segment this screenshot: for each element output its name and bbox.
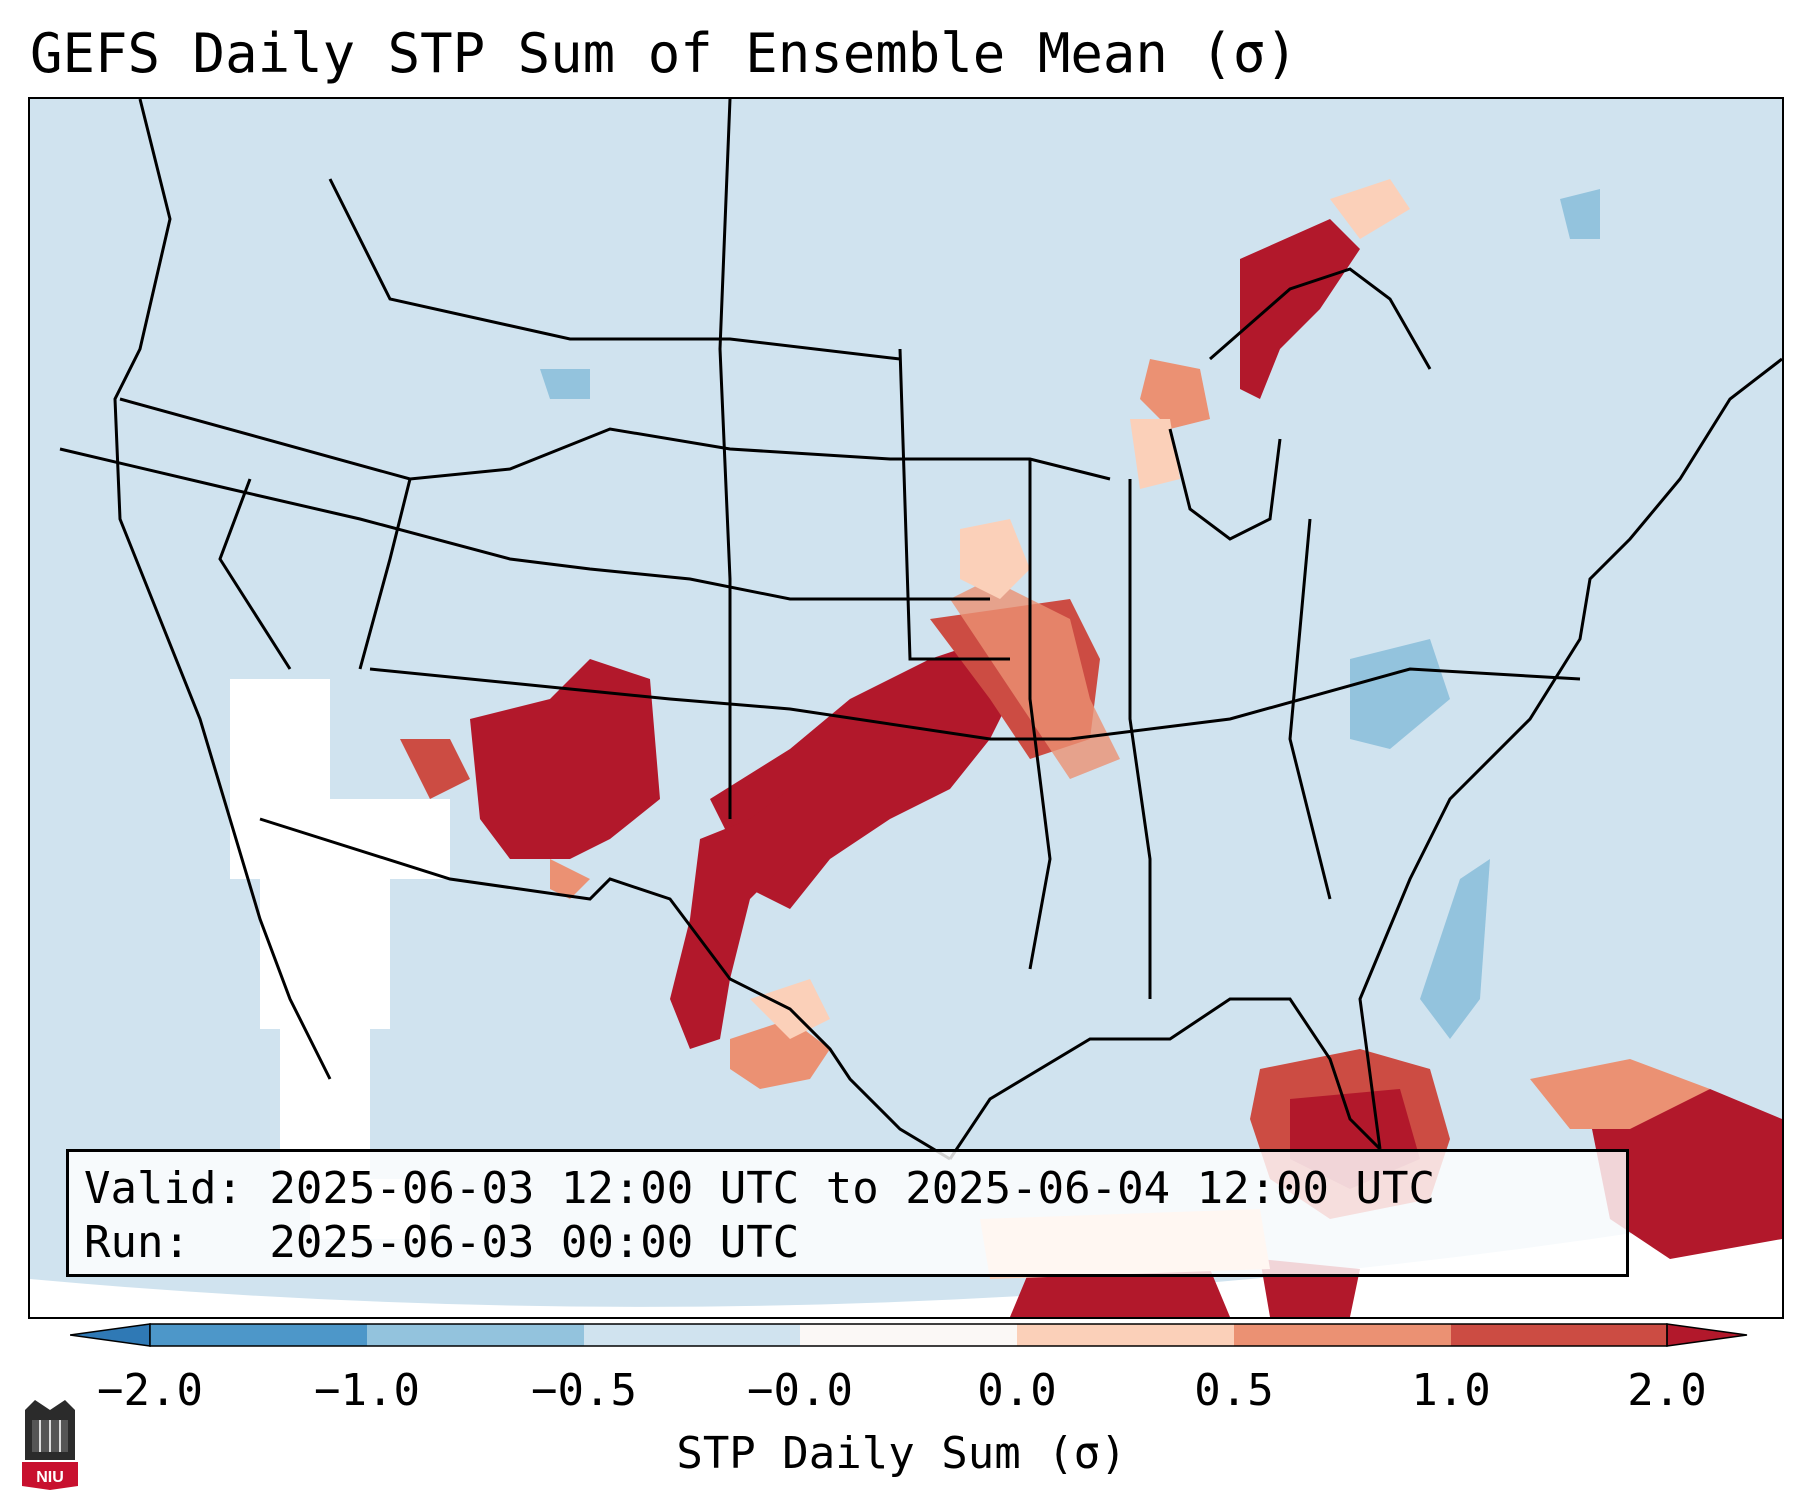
colorbar-tick-label: 0.5 — [1194, 1365, 1274, 1416]
niu-logo-text: NIU — [36, 1469, 64, 1486]
colorbar-tick-label: 1.0 — [1411, 1365, 1491, 1416]
colorbar-segment-2 — [367, 1324, 584, 1346]
map-panel — [28, 97, 1784, 1319]
colorbar-tick-label: 0.0 — [977, 1365, 1057, 1416]
colorbar-segment-4 — [800, 1324, 1017, 1346]
stp-anomaly-field — [400, 179, 1782, 1317]
colorbar-tick-label: −1.0 — [314, 1365, 420, 1416]
colorbar-segment-1 — [150, 1324, 367, 1346]
run-time-line: Run: 2025-06-03 00:00 UTC — [84, 1217, 800, 1268]
map-canvas — [30, 99, 1782, 1317]
valid-time-box: Valid: 2025-06-03 12:00 UTC to 2025-06-0… — [66, 1149, 1629, 1277]
colorbar-extend-low — [70, 1323, 151, 1347]
colorbar-segment-5 — [1017, 1324, 1234, 1346]
colorbar — [70, 1323, 1748, 1347]
colorbar-tick-label: −0.0 — [747, 1365, 853, 1416]
colorbar-segment-6 — [1234, 1324, 1451, 1346]
colorbar-segment-3 — [584, 1324, 800, 1346]
chart-title: GEFS Daily STP Sum of Ensemble Mean (σ) — [30, 22, 1298, 85]
colorbar-tick-label: −2.0 — [97, 1365, 203, 1416]
colorbar-label: STP Daily Sum (σ) — [676, 1428, 1127, 1479]
valid-time-line: Valid: 2025-06-03 12:00 UTC to 2025-06-0… — [84, 1163, 1436, 1214]
colorbar-segment-7 — [1451, 1324, 1667, 1346]
colorbar-tick-label: 2.0 — [1627, 1365, 1707, 1416]
niu-logo: NIU — [22, 1400, 78, 1490]
boundaries — [59, 99, 1782, 1161]
colorbar-extend-high — [1666, 1323, 1748, 1347]
colorbar-tick-label: −0.5 — [531, 1365, 637, 1416]
